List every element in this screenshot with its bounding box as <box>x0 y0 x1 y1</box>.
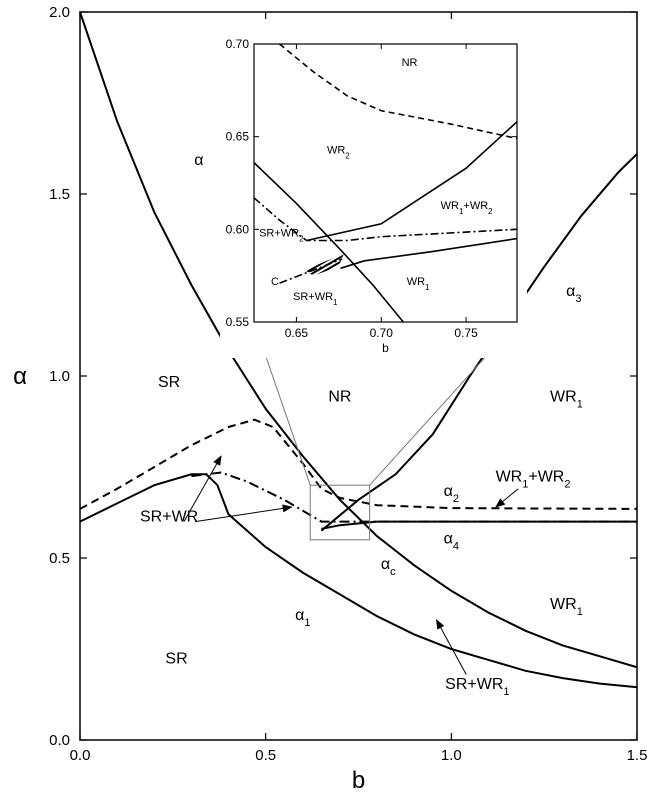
boundary-line-3 <box>79 418 638 510</box>
inset-boundary-line-3 <box>254 197 517 242</box>
region-label: NR <box>328 388 351 405</box>
boundary-line-1 <box>79 11 638 669</box>
x-tick-label: 0.0 <box>70 747 91 764</box>
x-tick-label: 0.5 <box>255 747 276 764</box>
inset-region-label: SR+WR1 <box>293 291 338 307</box>
inset-x-tick-label: 0.65 <box>285 326 309 340</box>
x-tick-label: 1.5 <box>627 747 647 764</box>
inset-boundary-line-2 <box>254 162 404 322</box>
boundary-line-5 <box>321 520 637 530</box>
inset-region-label: C <box>271 276 279 288</box>
y-tick-label: 1.5 <box>49 186 70 203</box>
y-tick-label: 1.0 <box>49 368 70 385</box>
y-axis-label: α <box>13 363 27 390</box>
region-label: SR+WR <box>140 509 198 526</box>
inset-region-label: NR <box>402 57 418 69</box>
region-label: α3 <box>566 283 581 305</box>
region-label: α1 <box>295 607 310 629</box>
y-tick-label: 2.0 <box>49 4 70 21</box>
region-label: WR1 <box>550 596 583 618</box>
y-tick-label: 0.5 <box>49 550 70 567</box>
region-label: WR1 <box>550 388 583 410</box>
region-label: α4 <box>444 530 459 552</box>
region-label: SR <box>165 651 187 668</box>
inset-y-tick-label: 0.65 <box>226 130 250 144</box>
region-label: α <box>194 152 203 169</box>
inset-boundary-line-4 <box>306 121 517 242</box>
inset-y-tick-label: 0.60 <box>226 222 250 236</box>
inset-y-tick-label: 0.55 <box>226 315 250 329</box>
zoom-box <box>309 484 371 541</box>
inset-x-tick-label: 0.70 <box>370 326 394 340</box>
inset-x-axis-label: b <box>382 341 389 355</box>
inset-background <box>220 36 527 358</box>
region-label: WR1+WR2 <box>496 469 571 491</box>
region-label: SR <box>158 374 180 391</box>
annotation-arrow <box>183 455 222 522</box>
inset-boundary-line-6 <box>279 258 343 284</box>
x-tick-label: 1.0 <box>441 747 462 764</box>
region-label: SR+WR1 <box>445 676 509 698</box>
inset-frame <box>253 43 518 323</box>
inset-region-label: SR+WR2 <box>259 228 304 244</box>
x-axis-label: b <box>352 767 365 793</box>
y-tick-label: 0.0 <box>49 732 70 749</box>
inset-x-tick-label: 0.75 <box>454 326 478 340</box>
annotation-arrow <box>436 619 467 675</box>
annotation-arrow <box>195 504 293 523</box>
boundary-line-2 <box>79 473 638 689</box>
inset-region-label: WR1 <box>407 276 430 292</box>
inset-region-label: WR1+WR2 <box>441 200 494 216</box>
inset-plot-area <box>254 44 517 322</box>
inset-boundary-line-1 <box>278 44 517 140</box>
region-label: αc <box>381 556 396 578</box>
inset-y-tick-label: 0.70 <box>226 37 250 51</box>
inset-boundary-line-5 <box>340 237 517 270</box>
annotation-arrow <box>495 488 519 508</box>
region-label: α2 <box>444 483 459 505</box>
inset-region-label: WR2 <box>327 144 350 160</box>
